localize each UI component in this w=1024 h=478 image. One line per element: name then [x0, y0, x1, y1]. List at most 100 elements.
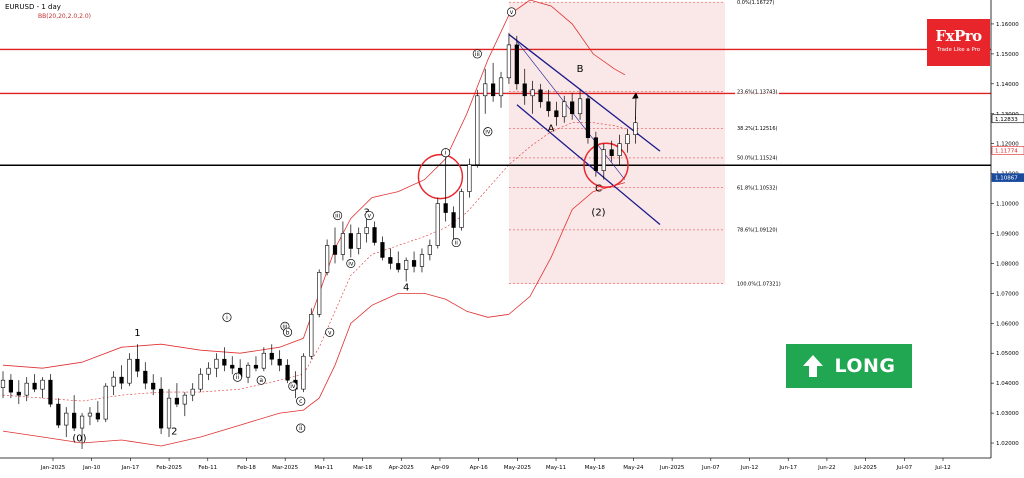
candle-body [388, 257, 393, 264]
candle-body [467, 164, 472, 192]
highlight-circle-breakout [417, 153, 464, 200]
projection-arrow-line [635, 95, 637, 120]
candle-body [135, 358, 140, 372]
current-price-value: 1.10867 [995, 176, 1018, 182]
candle-body [491, 83, 496, 97]
candle-body [214, 358, 219, 369]
price-tick-label: 1.05000 [996, 351, 1019, 357]
up-arrow-icon [803, 355, 824, 377]
candle-body [514, 44, 519, 85]
bollinger-upper-band [2, 0, 626, 369]
wave-marker-circle [451, 237, 461, 248]
date-tick-label: May-2025 [504, 465, 532, 471]
wave-marker-circle [346, 258, 356, 268]
date-tick-label: Jan-17 [121, 465, 140, 471]
candle-body [625, 134, 630, 144]
candle-body [483, 83, 488, 97]
current-price-tag [991, 114, 1024, 124]
logo-name: FxPro [935, 27, 982, 45]
price-tick-label: 1.14000 [996, 82, 1019, 88]
candle-body [190, 388, 195, 396]
candle-body [317, 272, 322, 315]
candle-body [103, 385, 108, 420]
projection-arrow-head [632, 92, 639, 99]
candle-body [617, 143, 622, 156]
wave-label: (2) [591, 208, 605, 219]
current-price-tag [991, 146, 1024, 155]
wave-label: 4 [403, 282, 409, 293]
wave-marker-label: ii [236, 374, 240, 381]
candle-body [538, 89, 543, 103]
date-tick-label: Jun-12 [740, 465, 759, 471]
fib-label-bg [735, 153, 779, 161]
wave-path-line [514, 38, 626, 180]
wave-marker-label: c [299, 398, 302, 405]
candle-body [348, 233, 353, 249]
candle-body [119, 376, 124, 384]
date-tick-label: Apr-09 [431, 465, 450, 471]
candle-body [356, 233, 361, 249]
wave-label: (0) [72, 434, 86, 445]
price-tick-label: 1.04000 [996, 381, 1019, 387]
candle-body [475, 95, 480, 165]
candle-body [159, 388, 164, 429]
date-tick-label: Jun-22 [817, 465, 836, 471]
candle-body [0, 379, 6, 388]
candle-body [577, 98, 583, 115]
logo-tagline: Trade Like a Pro [936, 47, 981, 53]
date-tick-label: Mar-18 [353, 465, 373, 471]
wave-marker-circle [441, 148, 451, 158]
fib-label-bg [735, 279, 779, 287]
fib-level-label: 23.6%(1.13743) [737, 89, 778, 95]
candle-body [570, 101, 575, 115]
candle-body [206, 367, 211, 375]
wave-marker-label: iv [485, 129, 491, 136]
candle-body [364, 227, 369, 234]
wave-label: 2 [171, 427, 177, 438]
date-tick-label: May-24 [623, 465, 644, 471]
wave-marker-circle [472, 49, 482, 59]
date-tick-label: Feb-11 [198, 465, 217, 471]
candle-body [372, 227, 377, 243]
candle-body [253, 364, 259, 369]
fib-level-label: 61.8%(1.10532) [737, 185, 778, 191]
candle-body [16, 391, 21, 396]
price-tick-label: 1.06000 [996, 321, 1019, 327]
date-tick-label: Jul-2025 [853, 465, 877, 471]
date-tick-label: May-11 [546, 465, 566, 471]
candle-body [32, 382, 37, 390]
date-tick-label: Jun-2025 [659, 465, 685, 471]
date-tick-label: Jan-2025 [40, 465, 66, 471]
candle-body [325, 245, 330, 273]
chart-title: EURUSD - 1 day [5, 3, 61, 11]
candle-body [8, 379, 14, 393]
candle-body [593, 137, 598, 171]
candle-body [269, 352, 274, 360]
wave-marker-circle [296, 423, 306, 433]
price-tick-label: 1.09000 [996, 231, 1019, 237]
candle-body [340, 233, 346, 255]
date-tick-label: May-18 [585, 465, 606, 471]
candle-body [111, 376, 116, 387]
bollinger-lower-band [2, 182, 626, 447]
candle-body [174, 397, 180, 405]
wave-label: C [595, 184, 602, 195]
price-tick-label: 1.16000 [996, 22, 1019, 28]
candle-body [277, 358, 282, 366]
candle-body [427, 245, 432, 255]
wave-label: B [577, 64, 584, 75]
candle-body [530, 89, 535, 97]
wave-marker-label: i [226, 314, 228, 321]
candle-body [151, 382, 156, 390]
candle-body [609, 149, 614, 156]
fib-label-bg [735, 87, 779, 95]
wave-marker-label: iv [348, 260, 354, 267]
candle-body [451, 212, 456, 228]
date-tick-label: Feb-18 [237, 465, 256, 471]
wave-marker-label: ii [455, 239, 459, 246]
candle-body [411, 260, 417, 267]
candle-body [459, 191, 464, 228]
candle-body [332, 245, 338, 255]
long-signal-badge: LONG [786, 344, 912, 388]
